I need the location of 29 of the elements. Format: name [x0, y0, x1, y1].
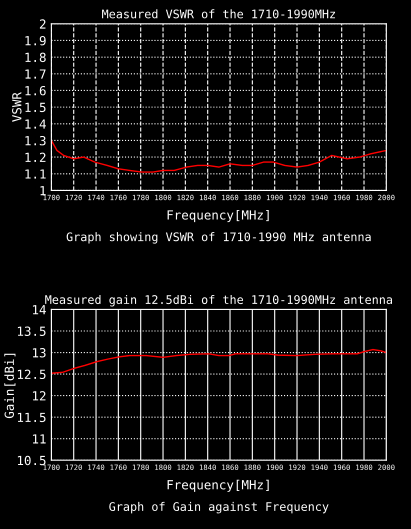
y-tick-label: 1.5 — [25, 102, 46, 112]
y-tick-label: 12 — [32, 391, 46, 400]
y-tick-label: 1.7 — [25, 69, 46, 79]
y-axis-title: VSWR — [12, 92, 22, 122]
y-axis-title: Gain[dBi] — [4, 354, 16, 418]
line-series — [51, 140, 386, 173]
y-tick-label: 13.5 — [18, 326, 46, 336]
y-tick-label: 10.5 — [18, 456, 46, 466]
chart-title: Measured gain 12.5dBi of the 1710-1990MHz antenna — [45, 294, 392, 306]
y-tick-label: 1 — [40, 186, 46, 196]
y-tick-label: 1.3 — [25, 136, 46, 146]
chart-title: Measured VSWR of the 1710-1990MHz — [102, 9, 336, 18]
y-tick-label: 1.6 — [25, 86, 46, 96]
y-tick-label: 1.9 — [25, 36, 46, 46]
y-tick-label: 1.2 — [25, 152, 46, 162]
y-tick-label: 11.5 — [18, 412, 46, 422]
y-tick-label: 1.1 — [25, 169, 46, 179]
text: Graph of Gain against Frequency — [109, 502, 329, 514]
y-tick-label: 1.8 — [25, 52, 46, 62]
x-axis-title: Frequency[MHz] — [168, 210, 269, 222]
y-tick-label: 12.5 — [18, 370, 46, 380]
x-axis-title: Frequency[MHz] — [168, 480, 269, 492]
text: Graph showing VSWR of 1710-1990 MHz antenna — [66, 232, 371, 244]
y-tick-label: 13 — [32, 348, 46, 358]
y-tick-label: 14 — [32, 305, 46, 314]
y-tick-label: 1.4 — [25, 119, 46, 129]
y-tick-label: 2 — [40, 19, 46, 29]
line-series — [51, 348, 386, 374]
y-tick-label: 11 — [32, 434, 46, 444]
